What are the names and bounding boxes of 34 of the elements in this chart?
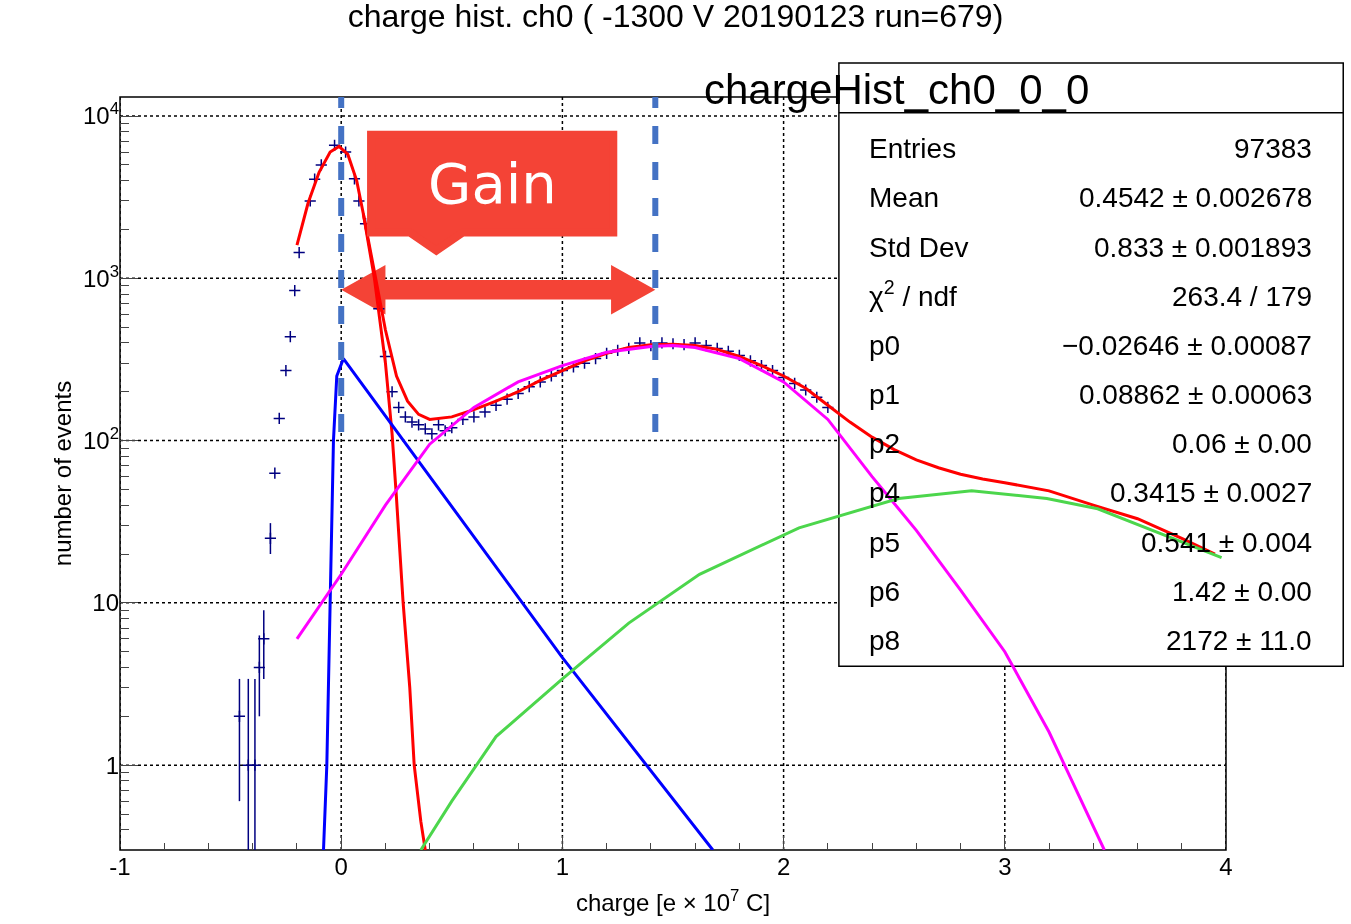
y-tick-label: 10$^{4}$: [82, 99, 119, 130]
x-tick-label: 1: [555, 853, 570, 880]
annotation: 2172 ± 11.0: [1166, 625, 1312, 656]
annotation: 0.4542 ± 0.002678: [1079, 182, 1313, 213]
annotation: −0.02646 ± 0.00087: [1062, 330, 1312, 361]
y-axis-title: number of events: [49, 380, 77, 567]
annotation: Gain: [428, 151, 557, 216]
annotation: 0.06 ± 0.00: [1172, 428, 1312, 459]
x-axis-title: charge [e × 10$^{7}$ C]: [575, 886, 771, 917]
annotation: 0.08862 ± 0.00063: [1079, 379, 1313, 410]
annotation: p8: [869, 625, 901, 656]
y-tick-label: 10: [92, 589, 119, 617]
x-tick-label: 4: [1219, 853, 1233, 880]
text: 97383: [1234, 133, 1312, 164]
annotation: Entries: [869, 133, 957, 164]
y-tick-label: 10$^{2}$: [82, 423, 119, 454]
x-tick-label: 0: [334, 853, 348, 880]
annotation: 0.833 ± 0.001893: [1094, 232, 1312, 263]
x-tick-label: 3: [998, 853, 1012, 880]
annotation: p5: [869, 527, 901, 558]
annotation: Mean: [869, 182, 940, 213]
y-tick-label: 1: [105, 751, 119, 779]
annotation: 0.3415 ± 0.0027: [1110, 477, 1313, 508]
annotation: p6: [869, 576, 901, 607]
y-tick-label: 10$^{3}$: [82, 261, 119, 292]
annotation: Std Dev: [869, 232, 969, 263]
annotation: 1.42 ± 0.00: [1172, 576, 1312, 607]
x-tick-label: -1: [109, 853, 131, 880]
x-tick-label: 2: [776, 853, 791, 880]
chart-title: charge hist. ch0 ( -1300 V 20190123 run=679): [347, 0, 1004, 35]
annotation: χ$^{2}$ / ndf: [869, 276, 958, 312]
annotation: p1: [869, 379, 901, 410]
annotation: p0: [869, 330, 901, 361]
annotation: 263.4 / 179: [1172, 281, 1313, 312]
